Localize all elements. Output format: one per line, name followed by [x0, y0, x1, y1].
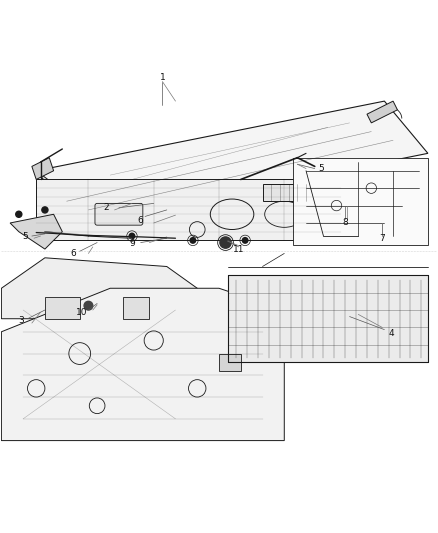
Circle shape — [16, 211, 22, 217]
Text: 11: 11 — [233, 245, 244, 254]
Text: 8: 8 — [343, 219, 348, 228]
Text: 5: 5 — [318, 164, 324, 173]
Polygon shape — [10, 214, 62, 249]
Bar — [123, 297, 149, 319]
Bar — [45, 297, 80, 319]
Circle shape — [42, 207, 48, 213]
Polygon shape — [36, 180, 341, 240]
Text: 3: 3 — [18, 317, 24, 326]
Polygon shape — [219, 353, 241, 371]
Text: 6: 6 — [71, 249, 76, 258]
Circle shape — [84, 301, 93, 310]
Text: 2: 2 — [103, 203, 109, 212]
Circle shape — [128, 232, 135, 239]
Circle shape — [189, 237, 196, 244]
Circle shape — [220, 237, 231, 248]
FancyBboxPatch shape — [262, 184, 315, 201]
Polygon shape — [367, 101, 397, 123]
Polygon shape — [228, 275, 428, 362]
Text: 6: 6 — [138, 216, 144, 225]
Text: 4: 4 — [388, 329, 394, 338]
Text: 7: 7 — [379, 233, 385, 243]
Text: 1: 1 — [159, 72, 165, 82]
FancyBboxPatch shape — [95, 204, 143, 225]
Polygon shape — [1, 258, 197, 319]
Polygon shape — [32, 158, 53, 180]
FancyBboxPatch shape — [293, 158, 428, 245]
Circle shape — [242, 237, 249, 244]
Text: 5: 5 — [22, 231, 28, 240]
Polygon shape — [1, 288, 284, 441]
Text: 9: 9 — [129, 239, 135, 248]
Polygon shape — [36, 171, 97, 236]
Polygon shape — [36, 101, 428, 223]
Text: 10: 10 — [76, 308, 88, 317]
